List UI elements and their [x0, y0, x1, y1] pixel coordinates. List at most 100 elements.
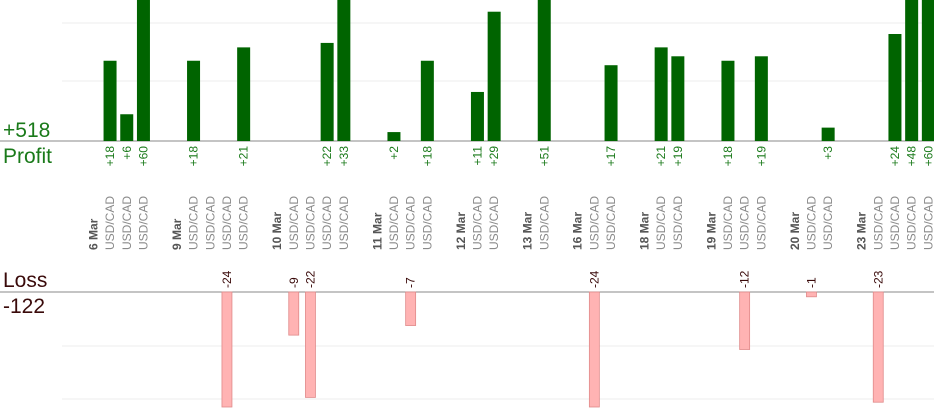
- profit-bar: [654, 47, 668, 141]
- profit-value-label: +3: [821, 146, 835, 160]
- date-label: 19 Mar: [704, 212, 718, 250]
- profit-bar: [487, 11, 501, 142]
- pair-label: USD/CAD: [587, 196, 601, 250]
- loss-bar: [588, 291, 600, 408]
- profit-value-label: +60: [921, 146, 934, 167]
- date-label: 13 Mar: [521, 212, 535, 250]
- pair-label: USD/CAD: [120, 196, 134, 250]
- pair-label: USD/CAD: [754, 196, 768, 250]
- loss-value-label: -7: [404, 277, 418, 288]
- profit-value-label: +33: [337, 146, 351, 167]
- loss-bar: [806, 291, 817, 298]
- loss-total: -122: [3, 295, 45, 318]
- profit-bar: [604, 65, 618, 141]
- pair-label: USD/CAD: [537, 196, 551, 250]
- profit-value-label: +48: [905, 146, 919, 167]
- loss-value-label: -23: [871, 270, 885, 288]
- profit-value-label: +2: [387, 146, 401, 160]
- pair-label: USD/CAD: [136, 196, 150, 250]
- pair-label: USD/CAD: [220, 196, 234, 250]
- pair-label: USD/CAD: [871, 196, 885, 250]
- pair-label: USD/CAD: [671, 196, 685, 250]
- profit-bar: [888, 34, 902, 141]
- pair-label: USD/CAD: [921, 196, 934, 250]
- profit-value-label: +18: [721, 146, 735, 167]
- date-label: 16 Mar: [571, 212, 585, 250]
- profit-bar: [921, 0, 934, 141]
- pair-label: USD/CAD: [821, 196, 835, 250]
- profit-bar: [136, 0, 150, 141]
- profit-bar: [754, 56, 768, 141]
- pair-label: USD/CAD: [303, 196, 317, 250]
- profit-bars: +18 +6 +60 +18 +21 +22 +33 +2 +18 +11 +29 +51 +17 +21…: [103, 0, 934, 166]
- profit-bar: [821, 127, 835, 141]
- loss-value-label: -1: [804, 277, 818, 288]
- profit-value-label: +51: [537, 146, 551, 167]
- pair-label: USD/CAD: [387, 196, 401, 250]
- pair-label: USD/CAD: [404, 196, 418, 250]
- profit-bar: [671, 56, 685, 141]
- profit-value-label: +11: [470, 146, 484, 166]
- profit-value-label: +29: [487, 146, 501, 167]
- loss-value-label: -22: [303, 270, 317, 288]
- profit-bar: [337, 0, 351, 141]
- loss-label: Loss: [3, 269, 47, 292]
- date-label: 12 Mar: [454, 212, 468, 250]
- profit-value-label: +6: [120, 146, 134, 160]
- pair-label: USD/CAD: [470, 196, 484, 250]
- loss-bar: [872, 291, 884, 403]
- loss-bar: [221, 291, 233, 408]
- profit-value-label: +21: [654, 146, 668, 167]
- profit-bar: [120, 114, 134, 141]
- profit-bar: [387, 132, 401, 141]
- loss-bars: -24 -9 -22 -7 -24 -12 -1 -23: [220, 270, 885, 408]
- pair-label: USD/CAD: [320, 196, 334, 250]
- loss-bar: [305, 291, 316, 398]
- pair-label: USD/CAD: [604, 196, 618, 250]
- pair-label: USD/CAD: [721, 196, 735, 250]
- column-labels: 6 Mar USD/CAD USD/CAD USD/CAD 9 Mar USD/CAD US…: [86, 196, 934, 250]
- profit-value-label: +19: [671, 146, 685, 167]
- date-label: 10 Mar: [270, 212, 284, 250]
- date-label: 6 Mar: [86, 218, 100, 250]
- profit-bar: [420, 60, 434, 141]
- pair-label: USD/CAD: [337, 196, 351, 250]
- profit-value-label: +24: [888, 146, 902, 167]
- profit-bar: [103, 60, 117, 141]
- profit-bar: [905, 0, 919, 141]
- profit-value-label: +19: [754, 146, 768, 167]
- pair-label: USD/CAD: [888, 196, 902, 250]
- pair-label: USD/CAD: [738, 196, 752, 250]
- pair-label: USD/CAD: [187, 196, 201, 250]
- profit-value-label: +18: [187, 146, 201, 167]
- profit-bar: [470, 91, 484, 141]
- pair-label: USD/CAD: [804, 196, 818, 250]
- loss-bar: [405, 291, 417, 326]
- pair-label: USD/CAD: [420, 196, 434, 250]
- date-label: 9 Mar: [170, 218, 184, 250]
- date-label: 23 Mar: [855, 212, 869, 250]
- profit-value-label: +17: [604, 146, 618, 167]
- profit-value-label: +18: [420, 146, 434, 167]
- profit-label: Profit: [3, 145, 52, 168]
- pair-label: USD/CAD: [287, 196, 301, 250]
- profit-total: +518: [3, 119, 50, 142]
- profit-bar: [187, 60, 201, 141]
- pair-label: USD/CAD: [103, 196, 117, 250]
- loss-value-label: -24: [220, 270, 234, 288]
- profit-bar: [320, 42, 334, 141]
- profit-value-label: +21: [237, 146, 251, 167]
- profit-bar: [721, 60, 735, 141]
- loss-bar: [288, 291, 300, 336]
- pair-label: USD/CAD: [487, 196, 501, 250]
- loss-value-label: -12: [738, 270, 752, 288]
- loss-bar: [739, 291, 751, 350]
- date-label: 11 Mar: [370, 212, 384, 250]
- profit-value-label: +18: [103, 146, 117, 167]
- loss-value-label: -24: [587, 270, 601, 288]
- date-label: 20 Mar: [788, 212, 802, 250]
- pair-label: USD/CAD: [237, 196, 251, 250]
- profit-bar: [537, 0, 551, 141]
- date-label: 18 Mar: [637, 212, 651, 250]
